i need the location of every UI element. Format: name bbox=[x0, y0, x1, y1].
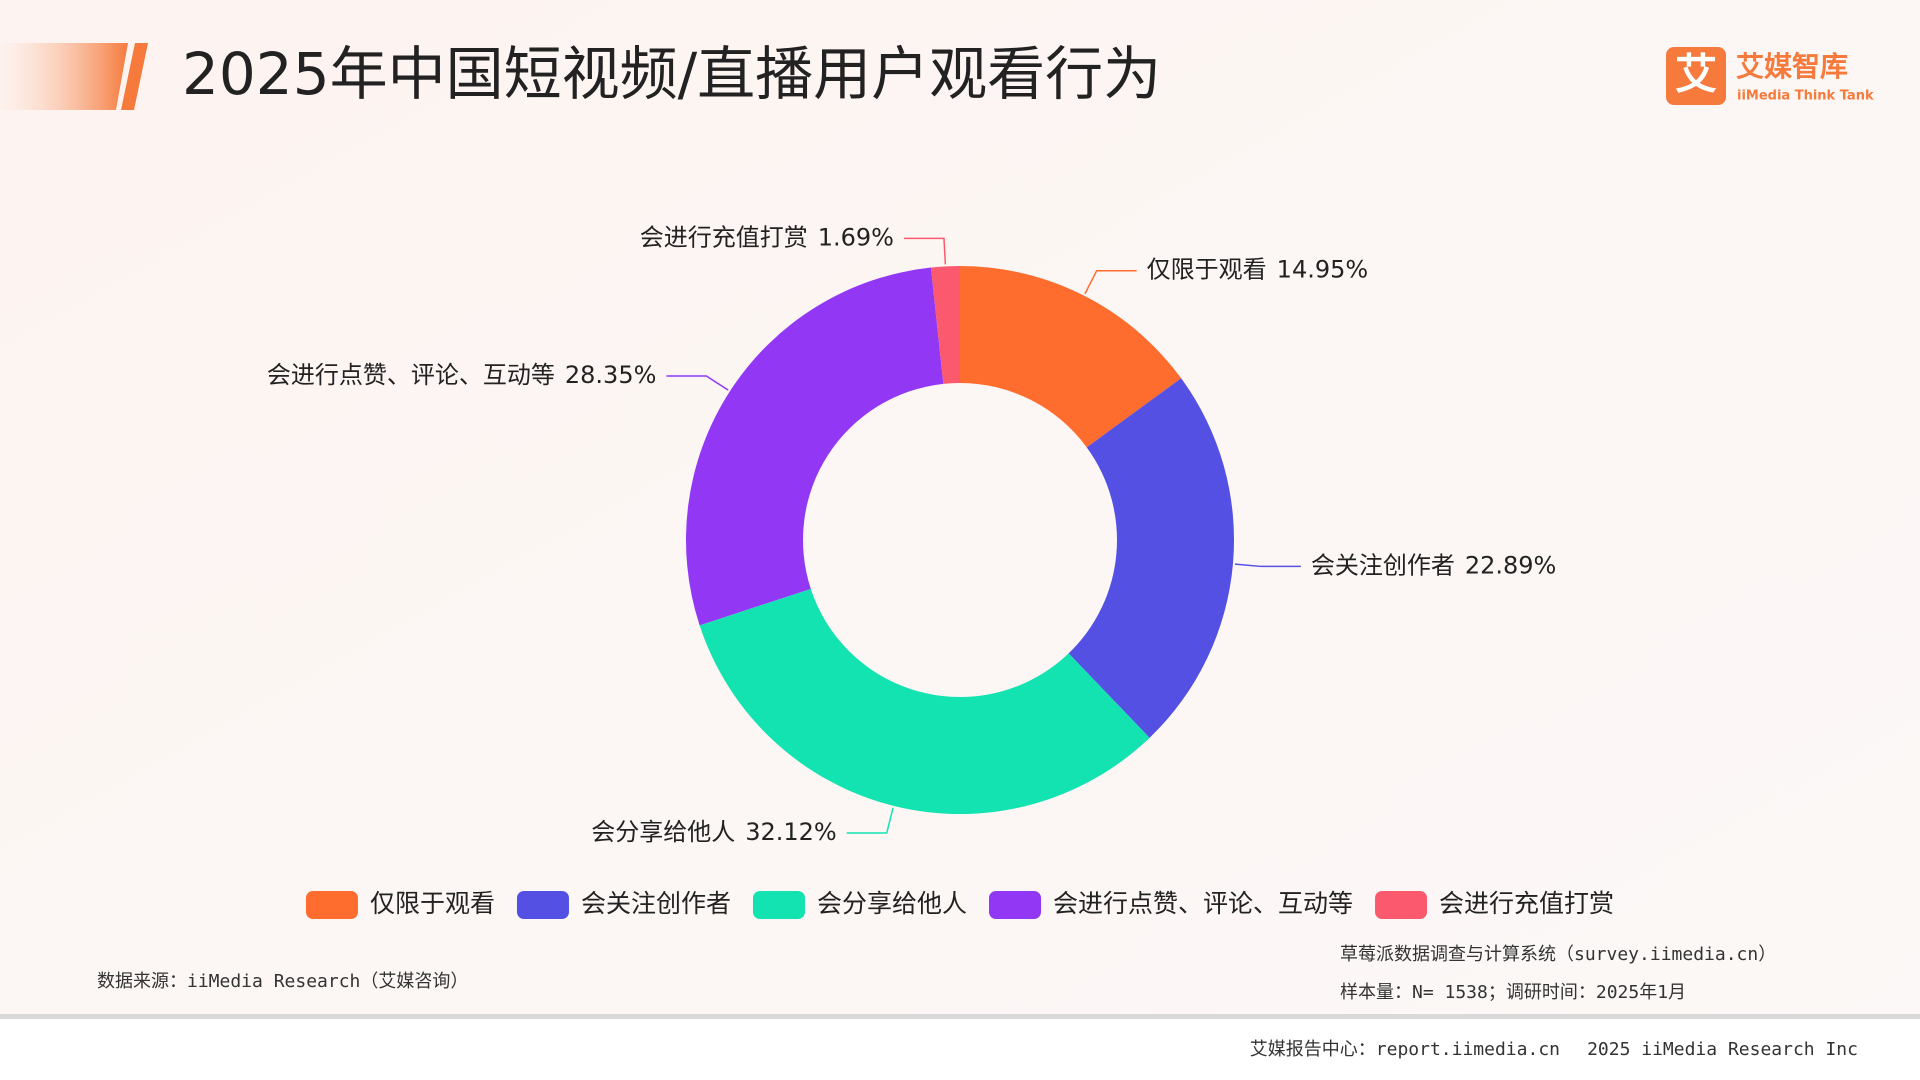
footer-bg bbox=[0, 1019, 1920, 1080]
label-category: 仅限于观看 bbox=[1147, 256, 1267, 284]
note: 草莓派数据调查与计算系统（survey.iimedia.cn） bbox=[1340, 944, 1776, 965]
label-value: 32.12% bbox=[745, 818, 837, 846]
logo-icon bbox=[1666, 47, 1726, 105]
leader-line bbox=[903, 237, 947, 265]
slice bbox=[930, 266, 960, 384]
legend-item: 会进行点赞、评论、互动等 bbox=[989, 889, 1353, 919]
leader-line bbox=[846, 807, 894, 834]
logo-name: 艾媒智库 bbox=[1736, 50, 1848, 83]
logo-sub: iiMedia Think Tank bbox=[1737, 89, 1874, 104]
legend-item: 仅限于观看 bbox=[305, 889, 495, 919]
legend-item: 会关注创作者 bbox=[516, 889, 731, 919]
legend-item: 会进行充值打赏 bbox=[1375, 889, 1614, 919]
label-category: 会分享给他人 bbox=[591, 818, 735, 846]
leader-line bbox=[666, 375, 729, 391]
legend-label: 仅限于观看 bbox=[370, 889, 495, 918]
slice bbox=[1068, 378, 1234, 738]
footer-text: 2025 iiMedia Research Inc bbox=[1587, 1039, 1858, 1060]
slice bbox=[960, 266, 1182, 448]
legend-swatch bbox=[1375, 891, 1428, 919]
label-value: 1.69% bbox=[818, 223, 894, 251]
leader-line bbox=[1084, 269, 1137, 295]
data-label: 仅限于观看 14.95% bbox=[1147, 256, 1369, 284]
separator bbox=[0, 1014, 1920, 1019]
legend-label: 会分享给他人 bbox=[817, 889, 967, 918]
legend-label: 会进行充值打赏 bbox=[1439, 889, 1614, 918]
legend-swatch bbox=[516, 891, 569, 919]
legend-swatch bbox=[752, 891, 805, 919]
legend-item: 会分享给他人 bbox=[752, 889, 967, 919]
logo-icon-text: 艾 bbox=[1675, 50, 1717, 99]
donut-chart: 仅限于观看 14.95% 会关注创作者 22.89% 会分享给他人 32.12% 会进行点赞… bbox=[267, 223, 1556, 846]
label-value: 14.95% bbox=[1277, 256, 1369, 284]
legend-label: 会进行点赞、评论、互动等 bbox=[1053, 889, 1353, 918]
legend-swatch bbox=[305, 891, 358, 919]
label-category: 会进行充值打赏 bbox=[640, 223, 808, 251]
note: 样本量：N= 1538；调研时间：2025年1月 bbox=[1340, 982, 1686, 1003]
legend: 仅限于观看 会关注创作者 会分享给他人 会进行点赞、评论、互动等 会进行充值打赏 bbox=[305, 889, 1614, 919]
label-category: 会进行点赞、评论、互动等 bbox=[267, 361, 555, 389]
header-bar bbox=[0, 43, 128, 110]
source: 数据来源：iiMedia Research（艾媒咨询） bbox=[97, 971, 468, 992]
header-slash bbox=[121, 43, 148, 110]
chart-title: 2025年中国短视频/直播用户观看行为 bbox=[182, 40, 1161, 108]
label-value: 22.89% bbox=[1465, 551, 1557, 579]
legend-swatch bbox=[989, 891, 1042, 919]
label-value: 28.35% bbox=[565, 361, 657, 389]
leader-line bbox=[1234, 563, 1301, 568]
data-label: 会进行充值打赏 1.69% bbox=[640, 223, 894, 251]
data-label: 会关注创作者 22.89% bbox=[1311, 551, 1557, 579]
data-label: 会分享给他人 32.12% bbox=[591, 818, 837, 846]
data-label: 会进行点赞、评论、互动等 28.35% bbox=[267, 361, 657, 389]
slice bbox=[686, 267, 944, 626]
label-category: 会关注创作者 bbox=[1311, 551, 1455, 579]
footer-text: 艾媒报告中心：report.iimedia.cn bbox=[1250, 1039, 1560, 1060]
legend-label: 会关注创作者 bbox=[581, 889, 731, 918]
slice bbox=[699, 588, 1150, 814]
